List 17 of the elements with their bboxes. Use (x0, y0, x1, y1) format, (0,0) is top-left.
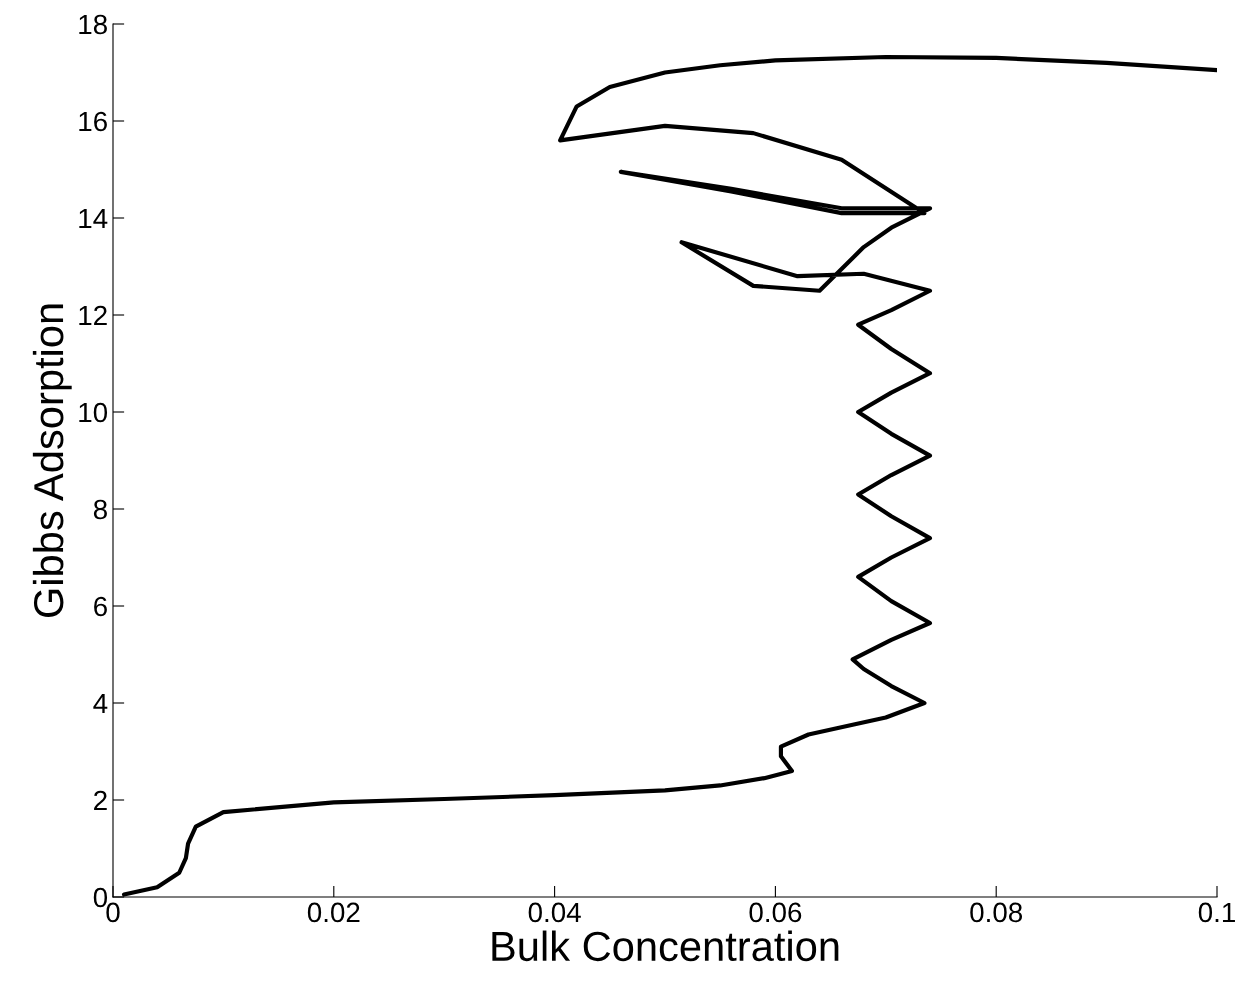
y-tick-label: 16 (79, 111, 107, 132)
y-tick-label: 10 (79, 402, 108, 423)
x-tick-label: 0.02 (307, 902, 360, 923)
y-tick-label: 18 (79, 14, 107, 35)
y-tick-label: 0 (93, 887, 108, 908)
x-tick-label: 0.06 (749, 902, 802, 923)
x-axis-title: Bulk Concentration (492, 930, 839, 962)
y-tick-label: 2 (94, 790, 107, 811)
x-tick-label: 0.04 (528, 902, 581, 923)
y-axis-title: Gibbs Adsorption (32, 304, 72, 618)
y-tick-label: 4 (93, 693, 108, 714)
y-tick-label: 12 (79, 305, 107, 326)
y-tick-label: 8 (93, 499, 107, 520)
y-tick-label: 6 (94, 596, 107, 617)
y-tick-label: 14 (79, 208, 108, 229)
x-tick-label: 0.08 (970, 902, 1023, 923)
x-tick-label: 0.1 (1198, 902, 1235, 923)
